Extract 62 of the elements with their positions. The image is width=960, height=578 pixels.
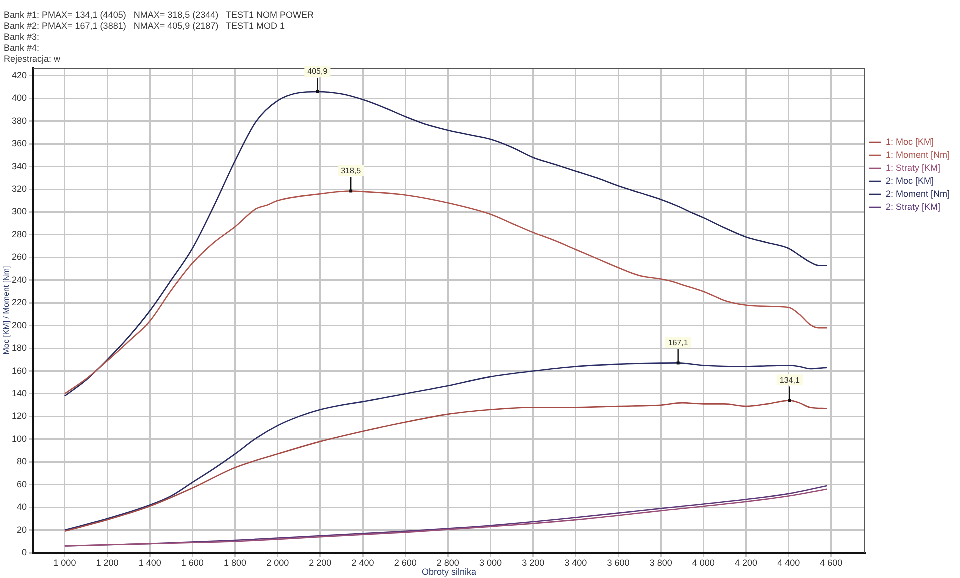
y-tick-label: 40: [16, 502, 27, 512]
text: Bank #3:: [4, 32, 40, 42]
line-series: [64, 90, 828, 397]
x-tick-label: 2 400: [352, 558, 374, 568]
x-tick-label: 2 600: [394, 558, 417, 568]
x-tick-label: 3 600: [607, 558, 630, 568]
x-tick-label: 4 000: [692, 558, 715, 568]
y-tick-label: 160: [12, 366, 27, 376]
y-tick-label: 320: [12, 184, 27, 194]
y-tick-label: 120: [12, 411, 27, 422]
x-tick-label: 3 000: [479, 558, 502, 568]
y-tick-label: 220: [12, 298, 27, 308]
x-tick-label: 2 200: [309, 558, 332, 568]
annotation: 318,5: [341, 166, 362, 176]
text: Rejestracja: w: [4, 54, 62, 64]
legend-label: 2: Moment [Nm]: [886, 188, 950, 199]
y-tick-label: 340: [12, 161, 27, 172]
text: Bank #4:: [4, 43, 40, 53]
y-tick-label: 20: [16, 524, 27, 535]
y-tick-label: 80: [16, 456, 27, 467]
line-series: [64, 362, 828, 531]
annotation: 405,9: [308, 67, 328, 76]
annotation: 167,1: [668, 338, 689, 348]
y-tick-label: 280: [12, 229, 27, 240]
x-tick-label: 2 800: [436, 558, 460, 568]
y-axis-title: Moc [KM] / Moment [Nm]: [2, 266, 12, 355]
line-series: [64, 399, 828, 532]
x-tick-label: 1 200: [96, 558, 119, 568]
x-tick-label: 1 600: [181, 558, 204, 568]
y-tick-label: 360: [12, 138, 27, 149]
text: Bank #1: PMAX= 134,1 (4405) NMAX= 318,5 (2344) TEST1 NOM POWER: [4, 10, 314, 20]
x-axis-title: Obroty silnika: [422, 567, 477, 578]
y-tick-label: 200: [12, 320, 27, 330]
y-tick-label: 400: [12, 93, 27, 104]
legend-label: 1: Moc [KM]: [886, 136, 934, 147]
y-tick-label: 260: [12, 252, 27, 262]
y-tick-label: 240: [12, 274, 27, 285]
y-tick-label: 100: [12, 434, 27, 444]
x-tick-label: 1 400: [138, 558, 162, 568]
x-tick-label: 3 200: [522, 558, 545, 568]
legend-label: 2: Moc [KM]: [886, 176, 934, 186]
legend-label: 1: Straty [KM]: [886, 162, 940, 173]
y-tick-label: 380: [12, 116, 27, 126]
x-tick-label: 2 000: [266, 558, 290, 568]
x-tick-label: 1 800: [224, 558, 247, 568]
y-tick-label: 140: [12, 388, 27, 398]
y-tick-label: 60: [16, 479, 27, 490]
legend-label: 2: Straty [KM]: [886, 202, 940, 212]
x-tick-label: 1 000: [54, 558, 76, 568]
text: Bank #2: PMAX= 167,1 (3881) NMAX= 405,9 (2187) TEST1 MOD 1: [4, 21, 285, 31]
line-series: [64, 190, 828, 395]
x-tick-label: 4 600: [820, 558, 843, 568]
legend-label: 1: Moment [Nm]: [886, 150, 950, 160]
x-tick-label: 4 200: [734, 558, 758, 568]
y-tick-label: 0: [22, 547, 27, 558]
x-tick-label: 4 400: [778, 558, 800, 568]
y-tick-label: 180: [12, 343, 27, 354]
x-tick-label: 3 400: [564, 558, 588, 568]
y-tick-label: 420: [12, 70, 27, 80]
x-tick-label: 3 800: [650, 558, 672, 568]
annotation: 134,1: [780, 376, 800, 385]
y-tick-label: 300: [12, 206, 27, 217]
